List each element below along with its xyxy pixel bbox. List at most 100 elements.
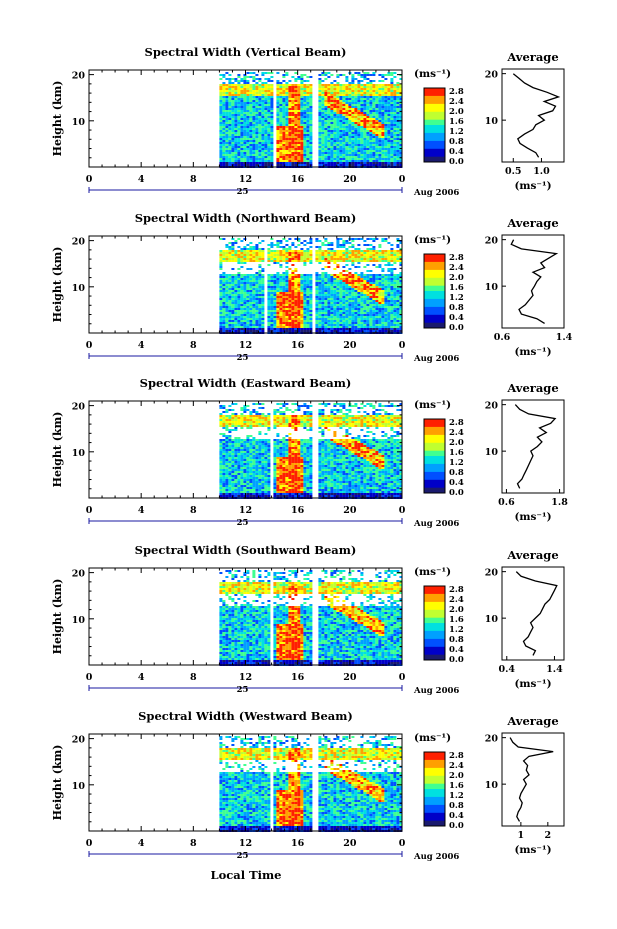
heatmap-cell [258, 130, 262, 132]
heatmap-cell [330, 86, 334, 88]
heatmap-cell [357, 160, 361, 162]
heatmap-cell [231, 92, 235, 94]
heatmap-cell [324, 254, 328, 256]
heatmap-cell [330, 146, 334, 148]
heatmap-cell [387, 264, 391, 266]
heatmap-cell [372, 260, 376, 262]
heatmap-cell [219, 280, 223, 282]
heatmap-cell [333, 94, 337, 96]
heatmap-cell [351, 128, 355, 130]
heatmap-cell [246, 84, 250, 86]
heatmap-cell [282, 306, 286, 308]
heatmap-cell [258, 272, 262, 274]
heatmap-cell [357, 290, 361, 292]
heatmap-cell [267, 140, 271, 142]
heatmap-cell [285, 290, 289, 292]
heatmap-cell [300, 324, 304, 326]
heatmap-cell [267, 158, 271, 160]
heatmap-cell [243, 162, 247, 164]
heatmap-cell [381, 120, 385, 122]
heatmap-cell [264, 98, 268, 100]
heatmap-cell [384, 326, 388, 328]
heatmap-cell [246, 276, 250, 278]
heatmap-cell [240, 124, 244, 126]
heatmap-cell [258, 78, 262, 80]
heatmap-cell [324, 130, 328, 132]
heatmap-cell [387, 254, 391, 256]
heatmap-cell [267, 248, 271, 250]
heatmap-cell [360, 128, 364, 130]
heatmap-cell [354, 304, 358, 306]
heatmap-cell [222, 328, 226, 330]
heatmap-cell [333, 280, 337, 282]
heatmap-cell [243, 84, 247, 86]
heatmap-cell [297, 256, 301, 258]
heatmap-cell [363, 110, 367, 112]
heatmap-cell [357, 132, 361, 134]
heatmap-cell [243, 252, 247, 254]
heatmap-cell [279, 82, 283, 84]
heatmap-cell [300, 286, 304, 288]
heatmap-cell [321, 100, 325, 102]
average-y-tick-label: 20 [485, 70, 499, 81]
heatmap-cell [333, 88, 337, 90]
heatmap-cell [243, 152, 247, 154]
heatmap-cell [255, 282, 259, 284]
heatmap-cell [363, 256, 367, 258]
heatmap-cell [309, 142, 313, 144]
heatmap-cell [249, 152, 253, 154]
heatmap-cell [255, 292, 259, 294]
heatmap-cell [387, 146, 391, 148]
heatmap-cell [390, 156, 394, 158]
heatmap-cell [372, 148, 376, 150]
heatmap-cell [330, 84, 334, 86]
heatmap-cell [309, 280, 313, 282]
heatmap-cell [354, 250, 358, 252]
heatmap-cell [378, 286, 382, 288]
heatmap-cell [366, 132, 370, 134]
heatmap-cell [225, 146, 229, 148]
heatmap-cell [276, 324, 280, 326]
heatmap-cell [222, 284, 226, 286]
heatmap-cell [396, 162, 400, 164]
heatmap-cell [297, 160, 301, 162]
heatmap-cell [381, 124, 385, 126]
heatmap-cell [222, 142, 226, 144]
heatmap-cell [246, 252, 250, 254]
heatmap-cell [258, 288, 262, 290]
heatmap-cell [330, 282, 334, 284]
heatmap-cell [318, 112, 322, 114]
heatmap-cell [384, 74, 388, 76]
heatmap-cell [339, 318, 343, 320]
heatmap-cell [291, 290, 295, 292]
heatmap-cell [303, 102, 307, 104]
heatmap-cell [270, 322, 274, 324]
heatmap-cell [309, 316, 313, 318]
heatmap-cell [222, 312, 226, 314]
heatmap-cell [246, 326, 250, 328]
heatmap-cell [342, 286, 346, 288]
heatmap-cell [363, 92, 367, 94]
heatmap-cell [234, 252, 238, 254]
heatmap-cell [372, 240, 376, 242]
heatmap-cell [303, 94, 307, 96]
heatmap-cell [240, 284, 244, 286]
heatmap-cell [258, 320, 262, 322]
heatmap-cell [270, 286, 274, 288]
heatmap-cell [225, 330, 229, 332]
heatmap-cell [300, 130, 304, 132]
heatmap-cell [231, 160, 235, 162]
heatmap-cell [273, 322, 277, 324]
heatmap-cell [297, 114, 301, 116]
heatmap-cell [345, 128, 349, 130]
heatmap-cell [222, 126, 226, 128]
heatmap-cell [345, 280, 349, 282]
heatmap-cell [399, 106, 403, 108]
heatmap-cell [294, 260, 298, 262]
heatmap-cell [309, 240, 313, 242]
heatmap-cell [309, 320, 313, 322]
heatmap-cell [348, 284, 352, 286]
heatmap-cell [378, 106, 382, 108]
heatmap-cell [267, 120, 271, 122]
heatmap-cell [297, 118, 301, 120]
